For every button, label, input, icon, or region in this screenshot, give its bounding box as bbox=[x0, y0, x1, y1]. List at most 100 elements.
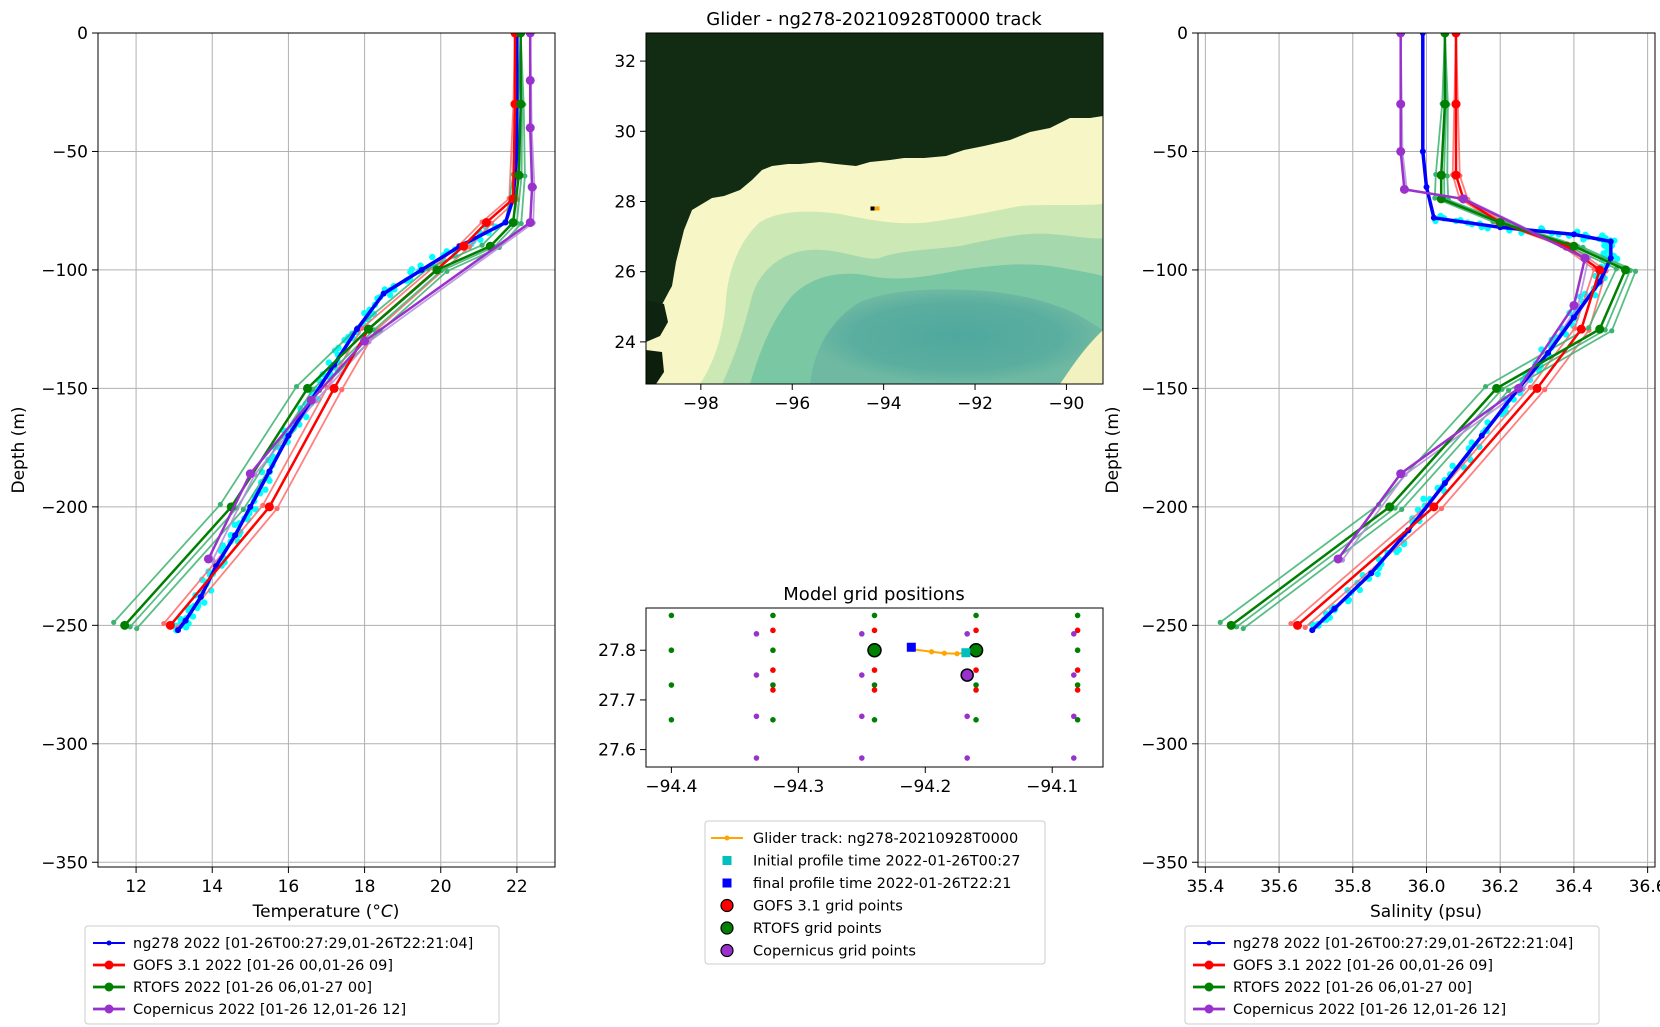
t-series-point-0 bbox=[502, 219, 509, 226]
map-xtick-label: −90 bbox=[1048, 394, 1084, 414]
t-series-point-3 bbox=[203, 554, 213, 564]
salinity-y-label: Depth (m) bbox=[1103, 406, 1123, 493]
s-ensemble-point bbox=[1432, 195, 1438, 201]
s-ytick-label: −200 bbox=[1141, 498, 1188, 518]
s-legend-label: ng278 2022 [01-26T00:27:29,01-26T22:21:0… bbox=[1233, 936, 1573, 952]
s-glider-scatter-point bbox=[1613, 255, 1621, 262]
t-series-point-1 bbox=[329, 383, 339, 393]
t-series-point-2 bbox=[120, 620, 130, 630]
t-xtick-label: 16 bbox=[278, 877, 300, 897]
map-glider-final-marker bbox=[870, 206, 875, 211]
t-ensemble-point bbox=[161, 620, 167, 627]
t-series-point-3 bbox=[525, 33, 535, 38]
copernicus-grid-point bbox=[753, 672, 760, 678]
t-ytick-label: −250 bbox=[41, 616, 88, 636]
rtofs-grid-point bbox=[871, 612, 878, 619]
t-series-point-0 bbox=[174, 627, 181, 634]
copernicus-grid-point bbox=[1071, 713, 1077, 720]
gofs-grid-point bbox=[770, 687, 776, 693]
s-ensemble-point bbox=[1288, 620, 1294, 627]
s-ytick-label: −50 bbox=[1152, 142, 1188, 162]
rtofs-grid-point bbox=[668, 716, 675, 723]
s-series-point-3 bbox=[1333, 554, 1343, 564]
t-series-line-0 bbox=[176, 33, 519, 632]
gofs-grid-point bbox=[973, 687, 979, 693]
s-legend-swatch-dot bbox=[1204, 982, 1214, 992]
copernicus-grid-point bbox=[859, 631, 865, 637]
t-glider-scatter-point bbox=[266, 477, 273, 484]
s-series-point-0 bbox=[1570, 314, 1577, 321]
rtofs-grid-point bbox=[973, 716, 979, 723]
t-glider-scatter-point bbox=[407, 268, 414, 276]
s-xtick-label: 35.4 bbox=[1186, 877, 1224, 897]
map-ytick-label: 26 bbox=[614, 263, 636, 283]
t-series-point-1 bbox=[459, 241, 469, 251]
t-series-point-3 bbox=[527, 182, 537, 192]
rtofs-grid-point bbox=[770, 612, 776, 619]
s-xtick-label: 36.0 bbox=[1408, 877, 1446, 897]
t-legend-swatch-dot bbox=[104, 982, 114, 992]
gofs-grid-point bbox=[1074, 667, 1081, 673]
t-ensemble-point bbox=[134, 625, 140, 632]
s-series-point-2 bbox=[1440, 33, 1450, 38]
rtofs-grid-point bbox=[1074, 612, 1081, 619]
salinity-legend: ng278 2022 [01-26T00:27:29,01-26T22:21:0… bbox=[1184, 925, 1600, 1025]
grid-ytick-label: 27.6 bbox=[598, 741, 636, 761]
s-series-point-0 bbox=[1331, 605, 1338, 612]
s-ytick-label: −150 bbox=[1141, 379, 1188, 399]
salinity-panel: 35.4 35.6 35.8 36.0 36.2 36.4 36.6 0 −50 −100 −15… bbox=[1103, 24, 1660, 1025]
s-ensemble-point bbox=[1438, 505, 1445, 512]
t-glider-scatter-point bbox=[429, 253, 436, 261]
s-series-line-0 bbox=[1310, 33, 1613, 632]
temperature-y-label: Depth (m) bbox=[9, 406, 29, 493]
s-series-point-1 bbox=[1576, 324, 1586, 334]
s-series-point-1 bbox=[1532, 383, 1542, 393]
t-glider-scatter-point bbox=[201, 599, 208, 606]
s-ensemble-point bbox=[1609, 328, 1615, 334]
legend-glider-track-dot bbox=[724, 835, 730, 841]
copernicus-grid-point bbox=[753, 631, 760, 637]
rtofs-grid-point bbox=[871, 716, 878, 723]
t-ensemble-point bbox=[293, 384, 300, 390]
t-series-point-1 bbox=[165, 620, 175, 630]
t-glider-scatter-point bbox=[325, 359, 332, 366]
s-ensemble-point bbox=[1632, 268, 1639, 274]
copernicus-grid-point bbox=[964, 631, 970, 637]
s-series-point-0 bbox=[1478, 432, 1485, 439]
s-series-point-3 bbox=[1396, 99, 1406, 109]
t-series-point-3 bbox=[525, 123, 535, 133]
grid-legend-label: GOFS 3.1 grid points bbox=[753, 899, 903, 915]
s-series-point-2 bbox=[1385, 502, 1395, 512]
t-ensemble-point bbox=[479, 242, 485, 248]
s-series-point-0 bbox=[1368, 570, 1375, 577]
glider-track-point bbox=[941, 650, 947, 656]
s-ensemble-point bbox=[1505, 387, 1512, 393]
t-series-point-0 bbox=[353, 326, 360, 333]
salinity-x-ticks: 35.4 35.6 35.8 36.0 36.2 36.4 36.6 bbox=[1186, 867, 1660, 897]
s-ensemble-point bbox=[1586, 325, 1592, 331]
t-ensemble-point bbox=[339, 387, 345, 393]
t-series-point-2 bbox=[432, 265, 442, 275]
t-series-point-3 bbox=[306, 395, 316, 405]
gofs-grid-point bbox=[973, 667, 979, 673]
map-y-ticks: 24 26 28 30 32 bbox=[614, 52, 646, 353]
s-series-point-3 bbox=[1580, 253, 1590, 263]
s-series-point-2 bbox=[1621, 265, 1631, 275]
s-series-point-1 bbox=[1451, 170, 1461, 180]
s-series-point-0 bbox=[1430, 214, 1437, 221]
grid-panel: Model grid positions −94.4 −94.3 −94.2 −94.… bbox=[598, 584, 1104, 965]
t-series-point-0 bbox=[380, 290, 387, 297]
gofs-grid-point bbox=[973, 627, 979, 634]
s-legend-label: GOFS 3.1 2022 [01-26 00,01-26 09] bbox=[1233, 958, 1493, 974]
s-xtick-label: 36.6 bbox=[1629, 877, 1660, 897]
t-series-point-3 bbox=[360, 336, 370, 346]
s-series-point-0 bbox=[1607, 238, 1614, 245]
t-glider-scatter-point bbox=[182, 624, 190, 631]
grid-legend-label: Initial profile time 2022-01-26T00:27 bbox=[753, 854, 1020, 870]
gofs-grid-point bbox=[871, 687, 878, 693]
rtofs-grid-point bbox=[770, 682, 776, 688]
grid-title: Model grid positions bbox=[783, 584, 964, 605]
t-series-point-1 bbox=[481, 218, 491, 228]
s-series-point-2 bbox=[1569, 241, 1579, 251]
